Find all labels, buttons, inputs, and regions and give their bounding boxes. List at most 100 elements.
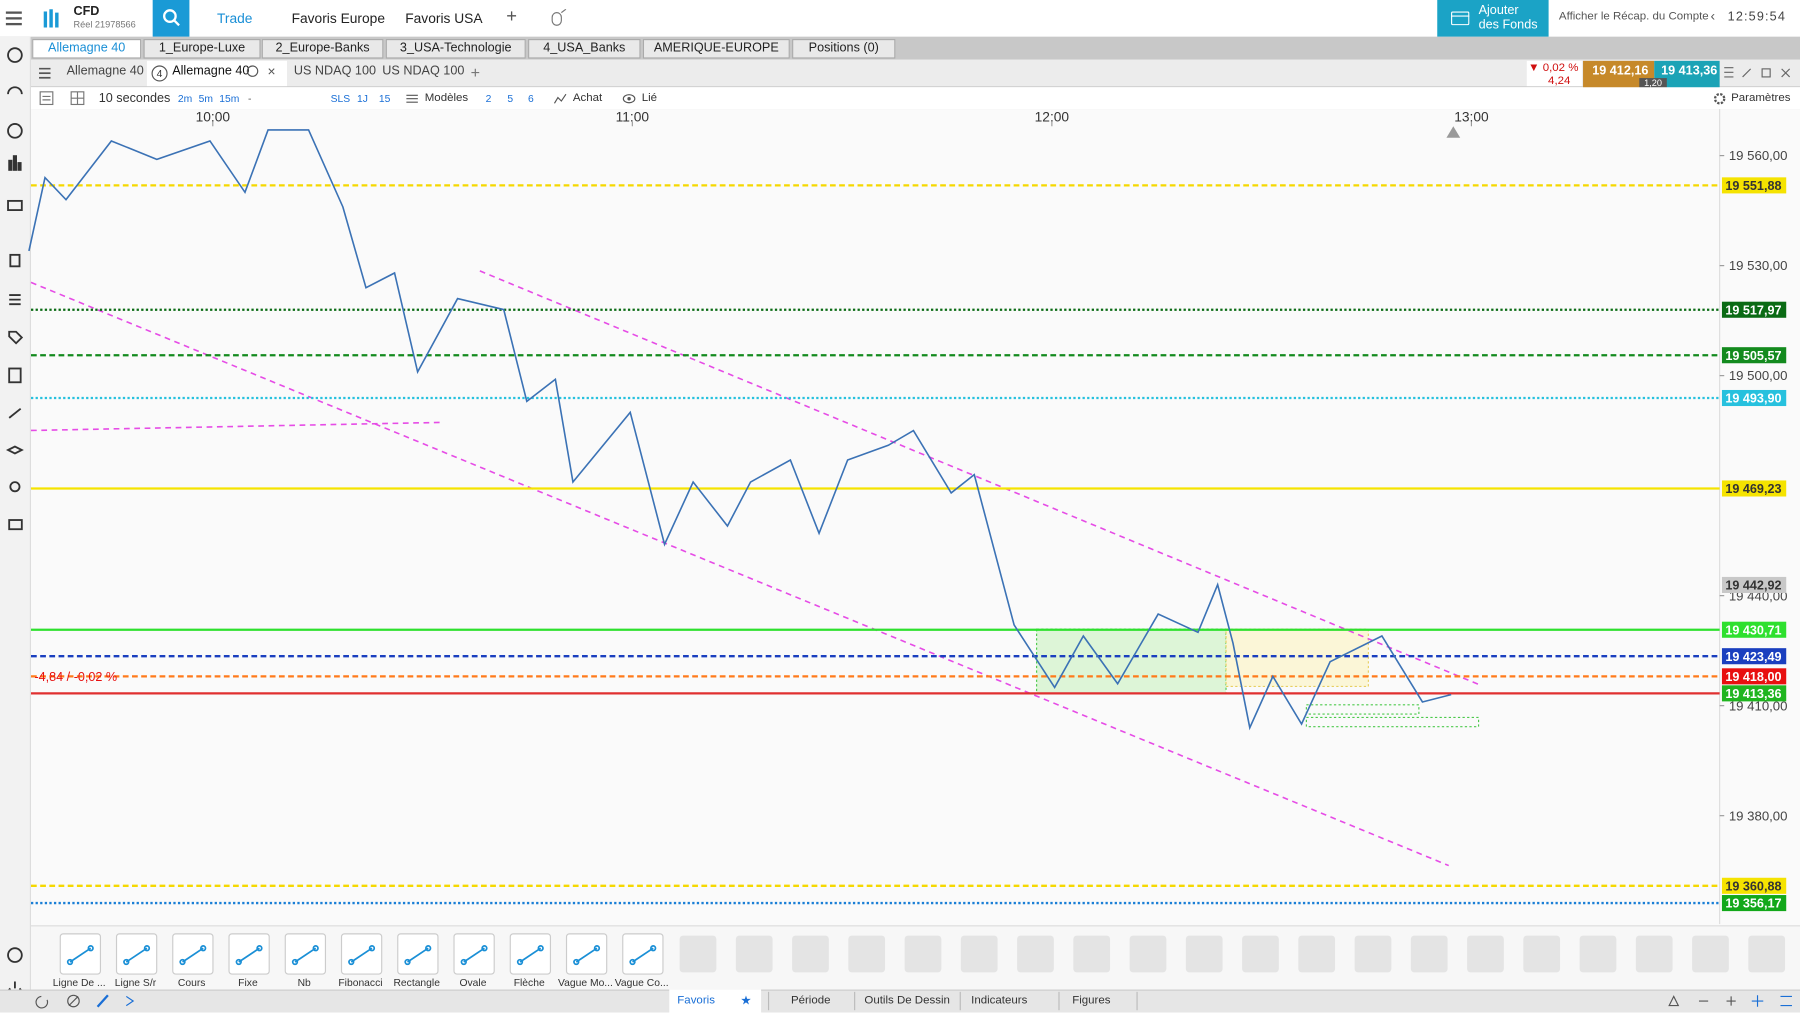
empty-tool-slot[interactable] <box>1748 935 1786 973</box>
tab-menu-icon[interactable] <box>39 67 53 79</box>
account-id: Réel 21978566 <box>73 19 136 30</box>
interval-button[interactable]: - <box>247 92 252 105</box>
sls-button[interactable]: 1J <box>357 92 368 105</box>
summary-link[interactable]: Afficher le Récap. du Compte <box>1558 10 1709 23</box>
chart-tab[interactable]: Allemagne 40 <box>66 64 144 79</box>
empty-tool-slot[interactable] <box>848 935 886 973</box>
empty-tool-slot[interactable] <box>1579 935 1617 973</box>
watchlist-tab[interactable]: AMERIQUE-EUROPE <box>642 39 790 59</box>
drawing-tool[interactable] <box>59 933 102 975</box>
empty-tool-slot[interactable] <box>792 935 829 973</box>
count-button[interactable]: 5 <box>507 92 514 105</box>
drawing-tool-label: Ligne S/r <box>114 976 157 989</box>
bottom-tab[interactable]: Indicateurs <box>971 994 1028 1007</box>
add-chart-tab[interactable]: + <box>470 63 481 82</box>
watchlist-tab[interactable]: Allemagne 40 <box>32 39 142 59</box>
bottom-icons-right[interactable] <box>1665 992 1800 1010</box>
watchlist-tab[interactable]: 1_Europe-Luxe <box>143 39 261 59</box>
bottom-tab[interactable]: Outils De Dessin <box>864 994 950 1007</box>
empty-tool-slot[interactable] <box>1410 935 1448 973</box>
price-level-label-box <box>1721 480 1787 497</box>
price-level-label-box <box>1721 389 1787 407</box>
drawing-tool[interactable] <box>397 933 439 975</box>
bottom-tab[interactable]: Période <box>790 994 831 1007</box>
add-funds-line: des Fonds <box>1478 18 1538 33</box>
empty-tool-slot[interactable] <box>904 935 942 973</box>
empty-tool-slot[interactable] <box>1298 935 1336 973</box>
window-controls[interactable] <box>1722 63 1800 84</box>
star-icon[interactable]: ★ <box>740 994 752 1008</box>
interval[interactable]: 10 secondes <box>98 91 171 106</box>
mouse-icon[interactable] <box>551 9 567 27</box>
empty-tool-slot[interactable] <box>1692 935 1729 973</box>
x-tick-label: 11:00 <box>616 110 650 125</box>
sidebar <box>0 36 31 1002</box>
empty-tool-slot[interactable] <box>679 935 717 973</box>
tab-separator <box>854 991 856 1011</box>
empty-tool-slot[interactable] <box>1635 935 1673 973</box>
count-button[interactable]: 6 <box>528 92 534 105</box>
sidebar-icons[interactable] <box>0 37 30 1002</box>
change-pct: ▼ 0,02 % <box>1528 61 1579 75</box>
chart-tab[interactable]: US NDAQ 100 <box>382 64 465 79</box>
nav-tab[interactable]: Favoris Europe <box>291 10 385 27</box>
y-tick-label: 19 500,00 <box>1729 368 1788 383</box>
nav-tab[interactable]: Trade <box>216 10 253 27</box>
active-chart-tab[interactable] <box>146 60 287 87</box>
sls-button[interactable]: 15 <box>378 92 391 105</box>
empty-tool-slot[interactable] <box>1354 935 1392 973</box>
empty-tool-slot[interactable] <box>1129 935 1167 973</box>
price-level-label: 19 418,00 <box>1725 670 1781 684</box>
price-level-label: 19 413,36 <box>1725 687 1781 701</box>
nav-tab[interactable]: Favoris USA <box>405 10 483 27</box>
linked[interactable]: Lié <box>641 91 658 105</box>
logo <box>43 9 59 28</box>
interval-button[interactable]: 15m <box>219 92 240 105</box>
drawing-tool[interactable] <box>453 933 495 975</box>
drawing-tool[interactable] <box>509 933 552 975</box>
price-level-label: 19 360,88 <box>1725 879 1781 893</box>
bottom-tab[interactable]: Favoris <box>677 994 715 1007</box>
buy[interactable]: Achat <box>572 91 603 105</box>
drawing-tool[interactable] <box>228 933 270 975</box>
drawing-tool[interactable] <box>622 933 664 975</box>
interval-button[interactable]: 2m <box>177 92 193 105</box>
chart-tab[interactable]: Allemagne 40 <box>172 64 250 79</box>
watchlist-tab[interactable]: 4_USA_Banks <box>528 39 641 59</box>
sls-button[interactable]: SLS <box>330 92 351 105</box>
watchlist-tab[interactable]: 3_USA-Technologie <box>385 39 526 59</box>
layout-icons[interactable] <box>39 91 90 107</box>
active-bottom-tab[interactable] <box>669 989 762 1013</box>
templates[interactable]: Modèles <box>424 91 469 105</box>
bottom-tab[interactable]: Figures <box>1072 994 1111 1007</box>
tab-search-icon[interactable] <box>246 65 259 77</box>
tab-badge: 4 <box>151 65 168 82</box>
empty-tool-slot[interactable] <box>1185 935 1223 973</box>
drawing-tool[interactable] <box>172 933 214 975</box>
add-funds-button[interactable]: Ajouter des Fonds <box>1437 0 1549 37</box>
search-button[interactable] <box>152 0 190 37</box>
drawing-tool[interactable] <box>284 933 327 975</box>
menu-icon[interactable] <box>5 10 24 26</box>
drawing-tool[interactable] <box>340 933 383 975</box>
watchlist-tab[interactable]: Positions (0) <box>792 39 896 59</box>
add-tab[interactable]: + <box>506 6 517 27</box>
interval-button[interactable]: 5m <box>198 92 213 105</box>
chart-tab[interactable]: US NDAQ 100 <box>293 64 376 79</box>
empty-tool-slot[interactable] <box>1467 935 1504 973</box>
bottom-icons-left[interactable] <box>34 992 149 1010</box>
buy-icon <box>553 93 567 104</box>
empty-tool-slot[interactable] <box>960 935 998 973</box>
collapse-arrow[interactable]: ‹ <box>1710 8 1716 25</box>
drawing-tool[interactable] <box>565 933 608 975</box>
empty-tool-slot[interactable] <box>1017 935 1054 973</box>
empty-tool-slot[interactable] <box>1073 935 1111 973</box>
empty-tool-slot[interactable] <box>1242 935 1279 973</box>
empty-tool-slot[interactable] <box>1523 935 1561 973</box>
watchlist-tab[interactable]: 2_Europe-Banks <box>261 39 384 59</box>
drawing-tool[interactable] <box>115 933 158 975</box>
tab-close[interactable]: × <box>267 63 276 80</box>
empty-tool-slot[interactable] <box>735 935 773 973</box>
count-button[interactable]: 2 <box>485 92 492 105</box>
settings[interactable]: Paramètres <box>1731 91 1791 105</box>
